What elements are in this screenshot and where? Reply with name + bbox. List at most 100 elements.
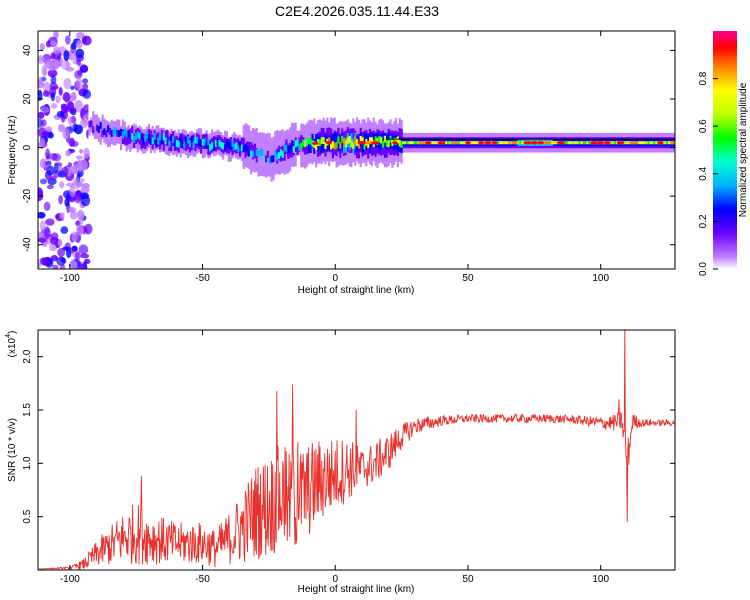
- spectrogram-ridge-cell: [88, 120, 91, 136]
- spectrogram-ridge-cell: [277, 152, 281, 160]
- spectrogram-ridge-cell: [434, 141, 437, 145]
- spectrogram-ridge-cell: [123, 128, 126, 136]
- snr-y-tick-label: 2.0: [22, 349, 33, 363]
- spectrogram-ridge-cell: [565, 141, 569, 145]
- spectrogram-noise-cell: [50, 175, 58, 181]
- spectrogram-ridge-cell: [476, 141, 479, 145]
- spectrogram-ridge-cell: [653, 141, 656, 145]
- spectrogram-noise-cell: [82, 89, 92, 99]
- spectrogram-ridge-cell: [396, 137, 400, 152]
- spectrogram-ridge-cell: [242, 137, 245, 153]
- spectrogram-noise-cell: [52, 153, 62, 162]
- spectrogram-ridge-cell: [199, 139, 203, 147]
- spectrogram-ridge-cell: [207, 138, 210, 146]
- spectrogram-noise-cell: [54, 214, 60, 219]
- spectrogram-ridge-cell: [250, 142, 253, 157]
- spectrogram-noise-cell: [39, 178, 48, 185]
- spectrogram-ridge-cell: [144, 134, 147, 142]
- snr-y-multiplier-close: ): [7, 331, 18, 334]
- spectrogram-ridge-cell: [144, 134, 147, 150]
- spectrogram-ridge-cell: [415, 141, 418, 145]
- spectrogram-ridge-cell: [146, 131, 149, 147]
- spectrogram-noise-cell: [81, 64, 87, 72]
- spectrogram-ridge-cell: [302, 139, 305, 147]
- spectrogram-y-tick-label: 0: [22, 144, 33, 150]
- spectrogram-peak-cell: [325, 141, 332, 145]
- spectrogram-ridge-cell: [116, 129, 119, 137]
- spectrogram-ridge-cell: [172, 136, 175, 144]
- snr-x-tick-label: -50: [195, 574, 210, 585]
- chart-title: C2E4.2026.035.11.44.E33: [275, 3, 439, 19]
- spectrogram-noise-cell: [38, 111, 45, 119]
- spectrogram-ridge-cell: [190, 135, 193, 151]
- spectrogram-noise-cell: [63, 78, 72, 90]
- spectrogram-noise-cell: [55, 162, 63, 167]
- colorbar-tick-label: 0.2: [698, 214, 709, 228]
- snr-frame: [37, 329, 676, 571]
- spectrogram-ridge-cell: [264, 155, 268, 163]
- spectrogram-noise-cell: [62, 128, 70, 140]
- spectrogram-noise-cell: [50, 92, 55, 102]
- spectrogram-noise-cell: [50, 255, 59, 262]
- spectrogram-ridge-cell: [315, 143, 318, 151]
- spectrogram-ridge-cell: [647, 141, 650, 145]
- spectrogram-peak-cell: [450, 141, 459, 145]
- spectrogram-ridge-cell: [138, 132, 141, 140]
- spectrogram-noise-cell: [72, 178, 81, 190]
- snr-y-axis-label: SNR (10 * v/v): [7, 418, 18, 482]
- spectrogram-ridge-cell: [261, 149, 264, 157]
- spectrogram-noise-cell: [57, 124, 66, 133]
- spectrogram-ridge-cell: [394, 137, 398, 145]
- spectrogram-ridge-cell: [246, 145, 249, 153]
- spectrogram-noise-cell: [76, 189, 81, 198]
- spectrogram-noise-cell: [40, 119, 47, 127]
- spectrogram-ridge-cell: [474, 141, 478, 145]
- spectrogram-noise-cell: [82, 35, 92, 46]
- spectrogram-ridge-cell: [383, 135, 386, 143]
- spectrogram-ridge-cell: [173, 140, 177, 147]
- spectrogram-ridge-cell: [88, 120, 91, 128]
- spectrogram-noise-cell: [76, 224, 84, 237]
- spectrogram-ridge-cell: [448, 141, 452, 145]
- spectrogram-ridge-cell: [643, 141, 647, 145]
- spectrogram-ridge-cell: [279, 149, 282, 157]
- spectrogram-ridge-cell: [651, 141, 654, 145]
- spectrogram-ridge-cell: [274, 150, 277, 158]
- spectrogram-noise-cell: [74, 251, 81, 261]
- colorbar-label: Normalized spectral amplitude: [738, 82, 749, 217]
- spectrogram-noise-cell: [69, 185, 75, 197]
- spectrogram-ridge-cell: [194, 136, 197, 144]
- colorbar: 0.0 0.2 0.4 0.6 0.8 Normalized spectral ampl…: [698, 31, 749, 276]
- snr-y-tick-label: 1.0: [22, 456, 33, 470]
- spectrogram-ridge-cell: [331, 133, 334, 149]
- spectrogram-ridge-cell: [504, 141, 507, 145]
- spectrogram-ridge-cell: [337, 136, 340, 144]
- spectrogram-ridge-cell: [235, 142, 238, 150]
- spectrogram-noise-cell: [45, 160, 52, 166]
- spectrogram-ridge-cell: [567, 141, 570, 145]
- spectrogram-ridge-cell: [584, 141, 587, 145]
- spectrogram-ridge-cell: [212, 136, 216, 151]
- spectrogram-ridge-cell: [99, 122, 102, 130]
- spectrogram-ridge-cell: [123, 130, 126, 145]
- spectrogram-y-tick-label: -40: [22, 237, 33, 252]
- spectrogram-ridge-cell: [136, 131, 139, 139]
- spectrogram-noise-cell: [73, 163, 79, 175]
- spectrogram-ridge-cell: [157, 137, 160, 145]
- spectrogram-ridge-cell: [339, 141, 342, 149]
- spectrogram-ridge-cell: [296, 139, 299, 147]
- spectrogram-ridge-cell: [322, 137, 325, 153]
- spectrogram-ridge-cell: [396, 136, 400, 144]
- spectrogram-noise-cell: [59, 212, 65, 220]
- spectrogram-noise-cell: [80, 253, 90, 259]
- spectrogram-ridge-cell: [92, 126, 95, 134]
- spectrogram-ridge-cell: [199, 139, 203, 154]
- spectrogram-ridge-cell: [361, 138, 364, 154]
- spectrogram-ridge-cell: [185, 136, 188, 144]
- spectrogram-ridge-cell: [320, 137, 323, 145]
- spectrogram-ridge-cell: [588, 141, 591, 145]
- spectrogram-x-tick-label: -100: [60, 273, 80, 284]
- spectrogram-noise-cell: [46, 165, 55, 176]
- spectrogram-ridge-cell: [508, 141, 511, 145]
- spectrogram-ridge-cell: [610, 141, 613, 145]
